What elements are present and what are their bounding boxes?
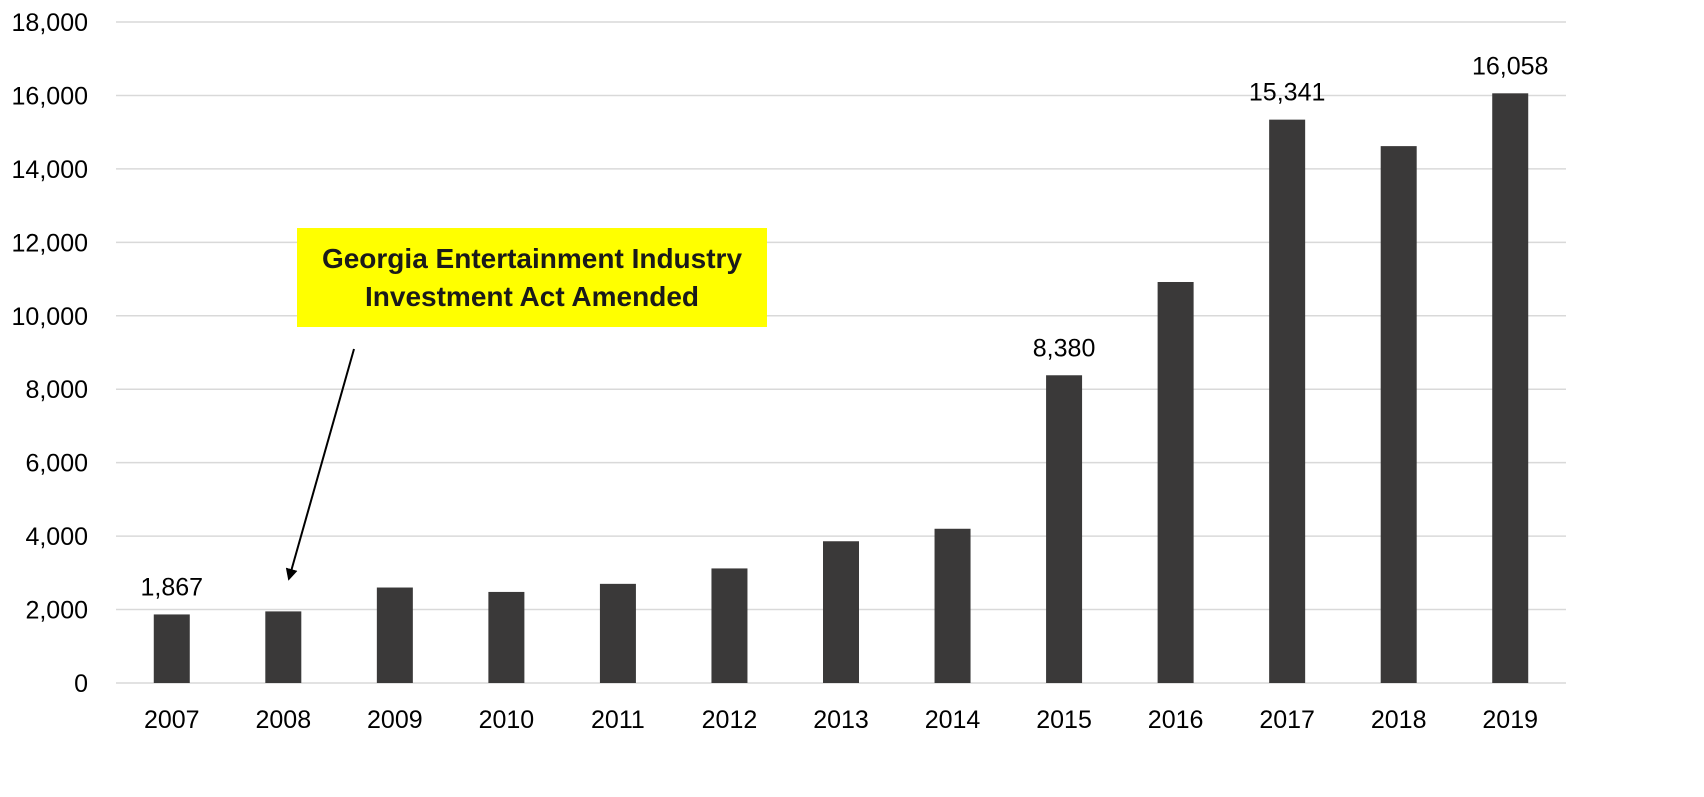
x-tick-label: 2015: [1036, 706, 1092, 734]
y-tick-label: 6,000: [25, 450, 88, 478]
bar-2017: [1269, 119, 1306, 683]
y-tick-label: 2,000: [25, 597, 88, 625]
bar-2012: [711, 568, 748, 683]
y-tick-label: 8,000: [25, 376, 88, 404]
annotation-line-1: Georgia Entertainment Industry: [321, 242, 743, 274]
x-tick-label: 2014: [925, 706, 981, 734]
x-tick-label: 2009: [367, 706, 423, 734]
bar-2018: [1380, 146, 1417, 684]
x-tick-label: 2007: [144, 706, 200, 734]
bar-2009: [376, 587, 413, 683]
x-tick-label: 2018: [1371, 706, 1427, 734]
bar-2011: [599, 583, 636, 683]
y-axis-ticks: 0 2,000 4,000 6,000 8,000 10,000 12,000 14,000 1…: [12, 9, 88, 698]
y-tick-label: 4,000: [25, 523, 88, 551]
x-axis-ticks: 2007 2008 2009 2010 2011 2012 2013 2014 2015 2016…: [144, 706, 1538, 734]
bar-2007: [153, 614, 190, 683]
bar-2019: [1492, 93, 1529, 683]
x-tick-label: 2019: [1482, 706, 1538, 734]
x-tick-label: 2010: [479, 706, 535, 734]
y-tick-label: 14,000: [12, 156, 88, 184]
y-tick-label: 16,000: [12, 82, 88, 110]
bar-2008: [265, 611, 302, 683]
data-label-2017: 15,341: [1249, 79, 1325, 107]
annotation-callout: Georgia Entertainment Industry Investmen…: [297, 228, 767, 327]
bar-2010: [488, 591, 525, 683]
data-labels: 1,867 8,380 15,341 16,058: [140, 52, 1548, 601]
data-label-2007: 1,867: [140, 573, 203, 601]
y-tick-label: 18,000: [12, 9, 88, 37]
annotation-arrow: [285, 348, 355, 581]
x-tick-label: 2011: [591, 706, 645, 734]
x-tick-label: 2017: [1259, 706, 1315, 734]
bar-2016: [1157, 281, 1194, 683]
bar-2013: [823, 541, 859, 683]
x-tick-label: 2016: [1148, 706, 1204, 734]
data-label-2019: 16,058: [1472, 52, 1548, 80]
x-tick-label: 2012: [702, 706, 758, 734]
bar-2014: [934, 528, 971, 683]
x-tick-label: 2013: [813, 706, 869, 734]
annotation-line-2: Investment Act Amended: [365, 280, 699, 312]
bars: [153, 93, 1529, 684]
bar-2015: [1046, 375, 1083, 683]
y-tick-label: 12,000: [12, 229, 88, 257]
y-tick-label: 0: [74, 670, 88, 698]
annotation-background: [297, 228, 767, 327]
x-tick-label: 2008: [255, 706, 311, 734]
data-label-2015: 8,380: [1033, 334, 1096, 362]
y-tick-label: 10,000: [12, 303, 88, 331]
